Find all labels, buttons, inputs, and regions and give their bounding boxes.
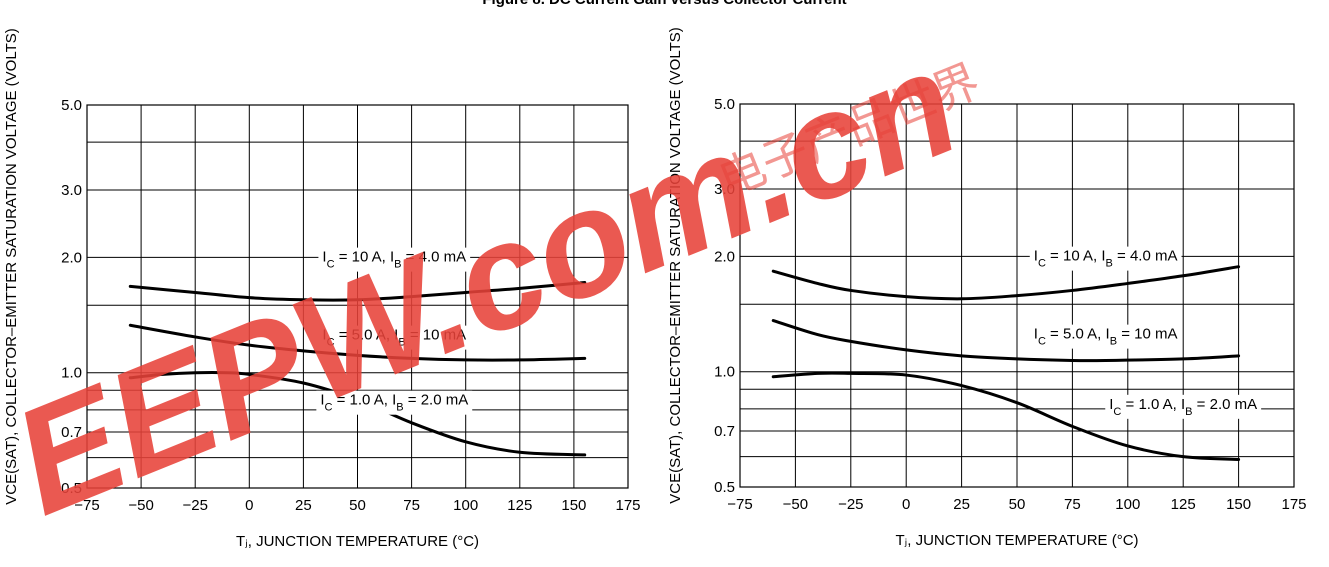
x-tick-label: 175 [615,497,640,514]
series-label-background [1029,324,1182,349]
x-tick-label: 125 [507,497,532,514]
series-label-text: IC = 1.0 A, IB = 2.0 mA [1109,396,1257,418]
plot-frame [739,103,1295,488]
series-label-background [318,247,471,272]
y-tick-label: 1.0 [714,364,735,381]
x-tick-label: −75 [74,497,99,514]
series-label-background [318,325,471,350]
series-line [771,319,1241,363]
series-label: IC = 1.0 A, IB = 2.0 mA [316,390,473,415]
x-tick-label: 100 [1115,496,1140,513]
x-tick-label: 25 [295,497,312,514]
y-tick-label: 2.0 [61,249,82,266]
x-tick-label: 125 [1171,496,1196,513]
y-tick-label: 3.0 [714,181,735,198]
x-tick-label: −50 [128,497,153,514]
y-tick-label: 0.7 [61,424,82,441]
series-label-background [1105,394,1262,419]
y-axis-title: VCE(SAT), COLLECTOR–EMITTER SATURATION V… [3,28,20,504]
series-label-text: IC = 5.0 A, IB = 10 mA [322,327,466,349]
series-line [128,370,587,457]
series-label-text: IC = 10 A, IB = 4.0 mA [1034,248,1178,270]
y-tick-label: 0.7 [714,423,735,440]
x-tick-label: 150 [561,497,586,514]
y-tick-label: 1.0 [61,365,82,382]
series-label-background [316,390,473,415]
page-title: Figure 8. DC Current Gain versus Collect… [0,0,1329,8]
series-line [771,265,1241,301]
series-line [128,323,587,362]
grid [86,104,629,489]
x-tick-label: −25 [182,497,207,514]
x-tick-label: 50 [1009,496,1026,513]
series-label-background [1029,246,1182,271]
y-tick-label: 5.0 [61,97,82,114]
x-axis-title: Tⱼ, JUNCTION TEMPERATURE (°C) [895,532,1138,549]
y-axis-title: VCE(SAT), COLLECTOR–EMITTER SATURATION V… [667,27,684,503]
x-tick-label: 175 [1281,496,1306,513]
x-tick-label: 50 [349,497,366,514]
series-line [128,280,587,302]
series-label-text: IC = 5.0 A, IB = 10 mA [1034,326,1178,348]
x-tick-label: 25 [953,496,970,513]
x-tick-label: −50 [783,496,808,513]
y-tick-label: 5.0 [714,96,735,113]
series-label: IC = 5.0 A, IB = 10 mA [318,325,471,350]
y-tick-label: 0.5 [714,479,735,496]
x-tick-label: 0 [245,497,253,514]
x-tick-label: −25 [838,496,863,513]
series-label: IC = 5.0 A, IB = 10 mA [1029,324,1182,349]
x-tick-label: 100 [453,497,478,514]
series-label: IC = 10 A, IB = 4.0 mA [318,247,471,272]
x-tick-label: −75 [727,496,752,513]
chart-right: −75 −50 −25 0 25 50 75 100 125 150 175 0.5 0.7 1.0 2.0… [667,27,1307,549]
chart-left: −75 −50 −25 0 25 50 75 100 125 150 175 0.5 0.7 1.0 2.0… [3,28,641,550]
y-tick-label: 2.0 [714,248,735,265]
series-label-text: IC = 10 A, IB = 4.0 mA [322,249,466,271]
series-label: IC = 1.0 A, IB = 2.0 mA [1105,394,1262,419]
plot-frame [86,104,629,489]
x-tick-label: 150 [1226,496,1251,513]
series-label-text: IC = 1.0 A, IB = 2.0 mA [320,392,468,414]
y-tick-label: 0.5 [61,480,82,497]
x-tick-label: 75 [403,497,420,514]
y-tick-label: 3.0 [61,182,82,199]
series-label: IC = 10 A, IB = 4.0 mA [1029,246,1182,271]
x-tick-label: 0 [902,496,910,513]
series-line [771,371,1241,461]
x-axis-title: Tⱼ, JUNCTION TEMPERATURE (°C) [236,533,479,550]
x-tick-label: 75 [1064,496,1081,513]
